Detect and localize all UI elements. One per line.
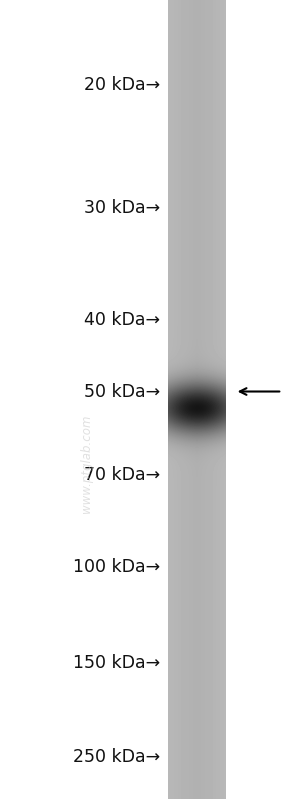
Text: 70 kDa→: 70 kDa→	[84, 467, 160, 484]
Text: 250 kDa→: 250 kDa→	[73, 749, 160, 766]
Text: 100 kDa→: 100 kDa→	[73, 559, 160, 576]
Text: 50 kDa→: 50 kDa→	[84, 383, 160, 400]
Text: 150 kDa→: 150 kDa→	[73, 654, 160, 672]
Text: www.ptglab.com: www.ptglab.com	[80, 414, 93, 513]
Text: 30 kDa→: 30 kDa→	[84, 199, 160, 217]
Text: 20 kDa→: 20 kDa→	[84, 77, 160, 94]
Text: 40 kDa→: 40 kDa→	[84, 311, 160, 328]
